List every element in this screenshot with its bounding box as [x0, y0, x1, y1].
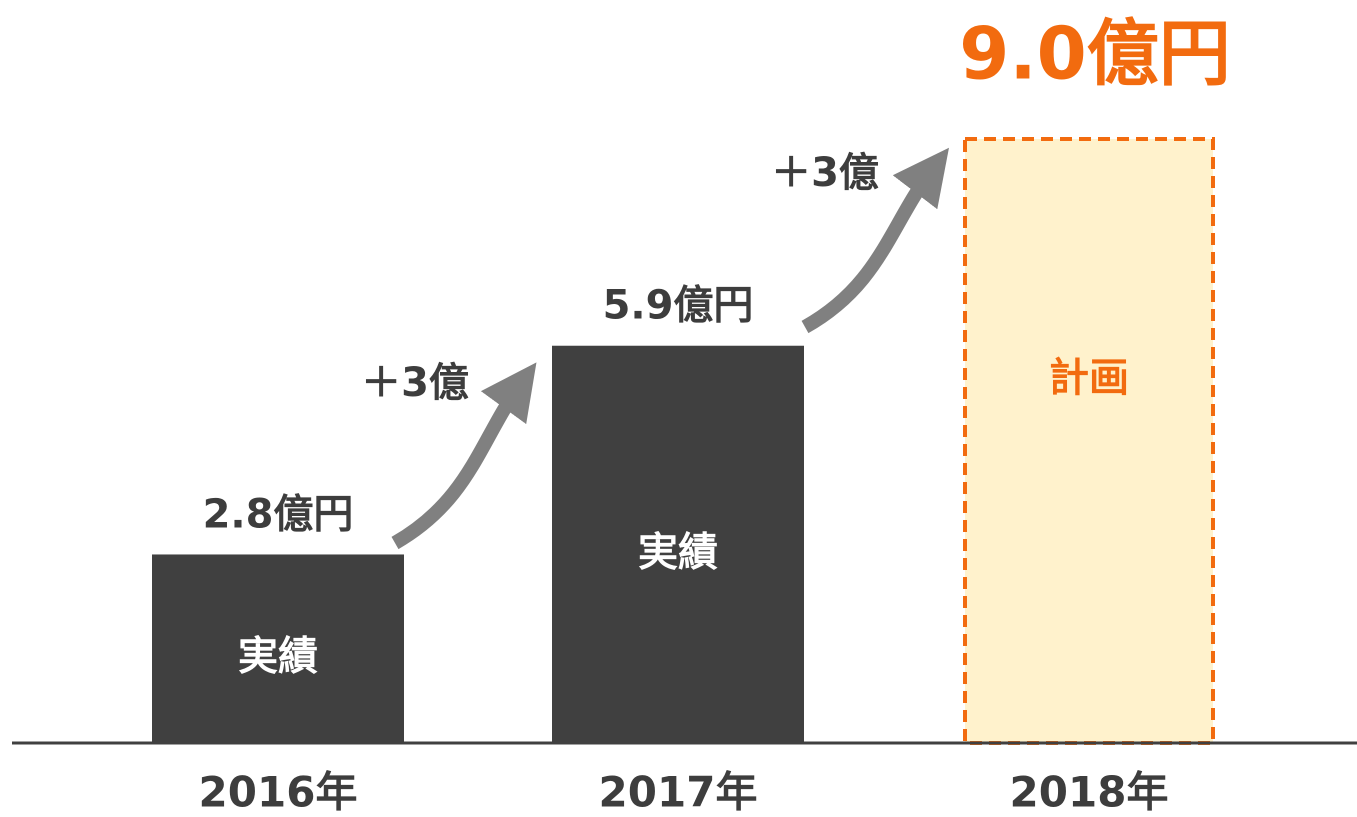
- value-label: 9.0億円: [959, 12, 1231, 96]
- growth-arrow: [391, 362, 537, 550]
- bar-label: 計画: [1049, 355, 1129, 401]
- x-tick-label: 2018年: [1010, 768, 1169, 817]
- annotation: ＋3億: [361, 360, 469, 406]
- value-label: 2.8億円: [203, 491, 354, 537]
- bar: [552, 345, 804, 743]
- bar-label: 実績: [638, 529, 718, 575]
- growth-arrow: [801, 147, 949, 334]
- bar-label: 実績: [238, 634, 318, 680]
- annotation: ＋3億: [771, 150, 879, 196]
- x-tick-label: 2016年: [199, 768, 358, 817]
- bar: [152, 554, 404, 743]
- bar: [963, 137, 1215, 745]
- value-label: 5.9億円: [603, 283, 754, 329]
- x-tick-label: 2017年: [599, 768, 758, 817]
